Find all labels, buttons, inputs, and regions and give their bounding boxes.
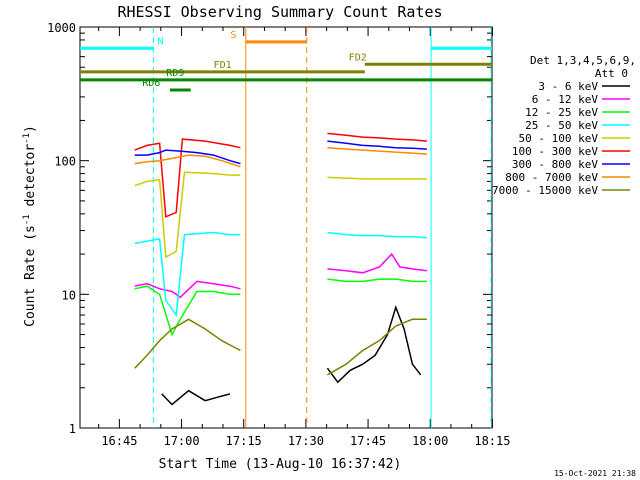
y-tick-label: 1 bbox=[69, 422, 76, 436]
legend-label: 100 - 300 keV bbox=[512, 145, 598, 158]
x-tick-label: 17:15 bbox=[226, 434, 262, 448]
series-line bbox=[161, 389, 231, 406]
series-line bbox=[326, 304, 422, 384]
series-line bbox=[327, 140, 427, 150]
x-tick-label: 17:30 bbox=[288, 434, 324, 448]
state-bar-label: FD1 bbox=[214, 60, 232, 71]
series-line bbox=[327, 318, 427, 376]
series-line bbox=[327, 252, 427, 274]
chart-title: RHESSI Observing Summary Count Rates bbox=[117, 3, 442, 21]
legend-label: 300 - 800 keV bbox=[512, 158, 598, 171]
legend-label: 800 - 7000 keV bbox=[505, 171, 598, 184]
series-line bbox=[134, 149, 241, 165]
state-bar-label: RD6 bbox=[142, 78, 160, 89]
y-tick-label: 100 bbox=[54, 155, 76, 169]
series-line bbox=[327, 231, 427, 239]
y-tick-label: 1000 bbox=[47, 21, 76, 35]
series-line bbox=[134, 285, 241, 337]
legend-label: 50 - 100 keV bbox=[519, 132, 599, 145]
legend-label: 12 - 25 keV bbox=[525, 106, 598, 119]
y-axis-label-main: Count Rate (s bbox=[23, 225, 38, 327]
timestamp: 15-Oct-2021 21:38 bbox=[554, 469, 636, 478]
state-bar-label: FD2 bbox=[349, 52, 367, 63]
series-line bbox=[327, 132, 427, 142]
series-line bbox=[327, 176, 427, 180]
y-tick-label: 10 bbox=[62, 288, 76, 302]
legend-header-line2: Att 0 bbox=[595, 67, 628, 80]
x-tick-label: 17:00 bbox=[163, 434, 199, 448]
series-line bbox=[134, 280, 241, 299]
legend-label: 6 - 12 keV bbox=[532, 93, 599, 106]
plot-area: 1 10 100 1000 16:45 17:00 17:15 17:30 17:45 18:00… bbox=[47, 21, 510, 448]
series-line bbox=[134, 154, 241, 168]
y-axis-label-mid: detector bbox=[23, 144, 38, 215]
series-line bbox=[134, 171, 241, 259]
x-tick-label: 17:45 bbox=[350, 434, 386, 448]
x-tick-label: 18:00 bbox=[412, 434, 448, 448]
state-bar-label: N bbox=[157, 36, 163, 47]
legend-header-line1: Det 1,3,4,5,6,9, bbox=[530, 54, 636, 67]
x-axis-label: Start Time (13-Aug-10 16:37:42) bbox=[159, 457, 402, 472]
series-line bbox=[327, 278, 427, 283]
x-tick-label: 18:15 bbox=[474, 434, 510, 448]
series-line bbox=[134, 231, 241, 318]
state-bar-label: S bbox=[230, 30, 236, 41]
legend-label: 3 - 6 keV bbox=[538, 80, 598, 93]
state-bar-label: RD9 bbox=[166, 68, 184, 79]
plot-frame bbox=[79, 26, 493, 429]
series-line bbox=[134, 138, 241, 218]
y-axis-label-end: ) bbox=[23, 125, 38, 133]
x-tick-label: 16:45 bbox=[101, 434, 137, 448]
y-axis-label-sup1: -1 bbox=[22, 214, 32, 225]
legend-label: 25 - 50 keV bbox=[525, 119, 598, 132]
series-line bbox=[134, 318, 241, 369]
series-line bbox=[327, 146, 427, 155]
legend-label: 7000 - 15000 keV bbox=[492, 184, 598, 197]
y-axis-label-sup2: -1 bbox=[22, 133, 32, 144]
y-axis-label: Count Rate (s-1 detector-1) bbox=[22, 125, 38, 327]
